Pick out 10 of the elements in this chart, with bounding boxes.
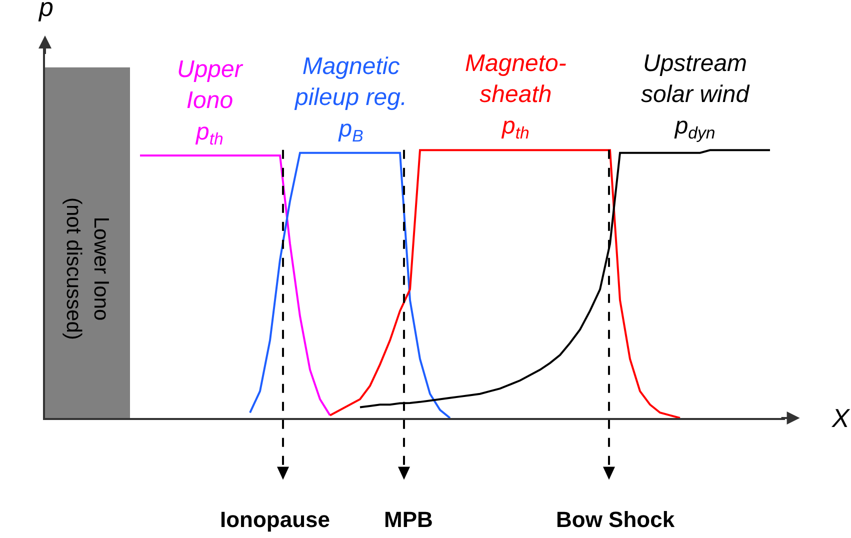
annotation: Lower Iono (not discussed) <box>62 198 112 340</box>
text: Ionopause <box>220 507 330 532</box>
series-label: Upper Iono p$_{th}$ <box>177 56 244 148</box>
series-label: Magnetic pileup reg. p$_{B}$ <box>294 53 408 146</box>
text: MPB <box>384 507 433 532</box>
series-label: Upstream solar wind p$_{dyn}$ <box>641 50 750 142</box>
text: Bow Shock <box>556 507 676 532</box>
x-axis-title: X <box>831 403 851 433</box>
y-axis-title: p <box>38 0 54 22</box>
series-label: Magneto- sheath p$_{th}$ <box>465 50 566 142</box>
